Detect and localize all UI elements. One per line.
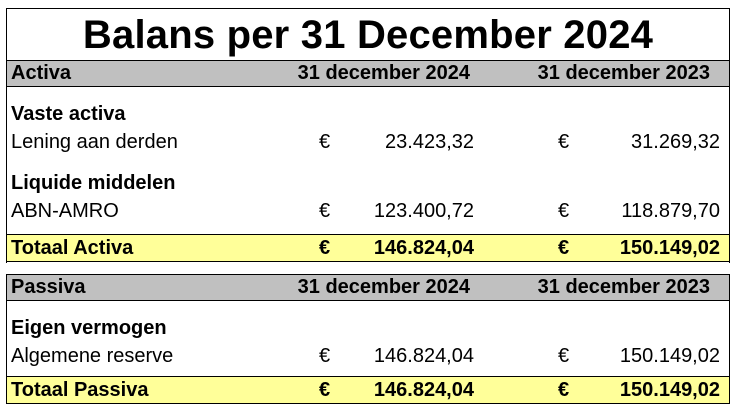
row-label: ABN-AMRO bbox=[11, 200, 119, 222]
activa-header-row: Activa 31 december 2024 31 december 2023 bbox=[7, 60, 729, 87]
passiva-header-row: Passiva 31 december 2024 31 december 202… bbox=[7, 274, 729, 301]
total-value-2023: 150.149,02 bbox=[619, 379, 720, 401]
passiva-header-label: Passiva bbox=[11, 276, 86, 298]
total-label: Totaal Activa bbox=[11, 237, 134, 259]
value-2023: 150.149,02 bbox=[619, 345, 720, 367]
activa-header-col-2024: 31 december 2024 bbox=[297, 62, 470, 84]
euro-sign: € bbox=[558, 200, 570, 222]
group-heading-vaste-activa: Vaste activa bbox=[11, 103, 126, 125]
passiva-header-col-2024: 31 december 2024 bbox=[297, 276, 470, 298]
activa-header-col-2023: 31 december 2023 bbox=[537, 62, 710, 84]
activa-header-label: Activa bbox=[11, 62, 72, 84]
group-heading-liquide-middelen: Liquide middelen bbox=[11, 172, 176, 194]
value-2024: 23.423,32 bbox=[385, 131, 474, 153]
activa-total-row: Totaal Activa € 146.824,04 € 150.149,02 bbox=[7, 234, 729, 262]
row-label: Algemene reserve bbox=[11, 345, 174, 367]
table-row: ABN-AMRO € 123.400,72 € 118.879,70 bbox=[7, 197, 729, 225]
passiva-total-row: Totaal Passiva € 146.824,04 € 150.149,02 bbox=[7, 376, 729, 404]
total-value-2024: 146.824,04 bbox=[373, 379, 474, 401]
value-2023: 31.269,32 bbox=[631, 131, 720, 153]
passiva-section: Passiva 31 december 2024 31 december 202… bbox=[6, 274, 730, 404]
group-heading-row: Liquide middelen bbox=[7, 169, 729, 197]
euro-sign: € bbox=[319, 237, 331, 259]
table-row: Lening aan derden € 23.423,32 € 31.269,3… bbox=[7, 128, 729, 156]
balance-sheet: Balans per 31 December 2024 Activa 31 de… bbox=[6, 8, 730, 404]
group-heading-row: Eigen vermogen bbox=[7, 314, 729, 342]
euro-sign: € bbox=[558, 237, 570, 259]
activa-section: Activa 31 december 2024 31 december 2023… bbox=[6, 60, 730, 263]
euro-sign: € bbox=[319, 379, 331, 401]
title-box: Balans per 31 December 2024 bbox=[6, 8, 730, 60]
total-value-2024: 146.824,04 bbox=[373, 237, 474, 259]
euro-sign: € bbox=[319, 131, 331, 153]
passiva-header-col-2023: 31 december 2023 bbox=[537, 276, 710, 298]
table-row: Algemene reserve € 146.824,04 € 150.149,… bbox=[7, 342, 729, 370]
euro-sign: € bbox=[319, 345, 331, 367]
euro-sign: € bbox=[558, 345, 570, 367]
row-label: Lening aan derden bbox=[11, 131, 178, 153]
euro-sign: € bbox=[558, 379, 570, 401]
value-2023: 118.879,70 bbox=[621, 200, 720, 222]
euro-sign: € bbox=[558, 131, 570, 153]
value-2024: 146.824,04 bbox=[373, 345, 474, 367]
value-2024: 123.400,72 bbox=[373, 200, 474, 222]
total-value-2023: 150.149,02 bbox=[619, 237, 720, 259]
group-heading-eigen-vermogen: Eigen vermogen bbox=[11, 317, 167, 339]
group-heading-row: Vaste activa bbox=[7, 100, 729, 128]
total-label: Totaal Passiva bbox=[11, 379, 149, 401]
page-title: Balans per 31 December 2024 bbox=[82, 13, 654, 57]
euro-sign: € bbox=[319, 200, 331, 222]
